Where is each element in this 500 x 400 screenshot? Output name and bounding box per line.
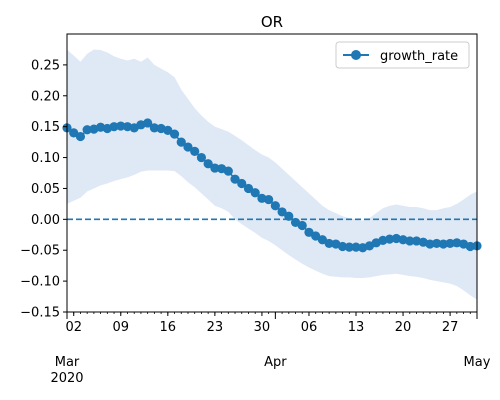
data-point — [75, 131, 86, 142]
data-point — [143, 118, 153, 128]
x-tick-label: 09 — [112, 320, 129, 335]
x-year-label: 2020 — [50, 371, 83, 386]
data-point — [190, 146, 200, 156]
x-tick-label: 02 — [65, 320, 82, 335]
data-point — [297, 220, 307, 231]
data-point — [432, 238, 442, 249]
confidence-band-layer — [67, 49, 477, 300]
y-tick-label: 0.15 — [31, 120, 60, 135]
data-point — [163, 125, 173, 135]
data-point — [425, 239, 435, 249]
y-tick-label: −0.05 — [20, 244, 60, 259]
confidence-band — [67, 49, 477, 300]
data-point — [176, 137, 186, 147]
data-point — [324, 238, 334, 249]
data-point — [116, 121, 126, 131]
x-tick-label: 06 — [301, 320, 318, 335]
data-point — [210, 163, 220, 173]
data-point — [149, 123, 159, 133]
x-tick-label: 20 — [395, 320, 412, 335]
y-tick-label: 0.25 — [31, 58, 60, 73]
data-point — [69, 128, 79, 138]
plot-frame — [66, 33, 478, 313]
x-tick-label: 16 — [160, 320, 177, 335]
data-point — [109, 122, 119, 132]
x-tick-label: 27 — [442, 320, 459, 335]
data-point — [304, 227, 314, 237]
data-point — [351, 242, 361, 252]
data-point — [183, 142, 193, 152]
data-point — [270, 201, 280, 211]
data-point — [311, 231, 321, 241]
y-tick-label: −0.10 — [20, 275, 60, 290]
legend-label: growth_rate — [380, 49, 458, 64]
x-month-label: Mar — [55, 355, 80, 370]
data-point — [230, 174, 240, 184]
data-point — [344, 242, 354, 252]
data-point — [169, 129, 180, 139]
legend-box — [335, 41, 470, 69]
data-point — [250, 188, 260, 198]
data-point — [196, 152, 207, 163]
x-month-label: Apr — [264, 355, 287, 370]
y-tick-label: 0.00 — [31, 213, 60, 228]
y-tick-label: −0.15 — [20, 306, 60, 321]
data-point — [317, 235, 328, 245]
data-point — [465, 241, 475, 252]
data-point — [264, 194, 274, 205]
data-point — [223, 166, 233, 176]
data-point — [237, 178, 247, 189]
data-point — [337, 241, 348, 252]
data-point — [438, 239, 448, 249]
data-point — [385, 234, 395, 244]
data-point — [243, 183, 254, 194]
data-point — [277, 207, 287, 217]
x-tick-label: 23 — [207, 320, 224, 335]
y-tick-label: 0.10 — [31, 151, 60, 166]
data-point — [203, 159, 213, 169]
y-tick-label: 0.05 — [31, 182, 60, 197]
x-month-label: May — [464, 355, 491, 370]
legend: growth_rate — [335, 41, 470, 69]
legend-marker-swatch — [351, 50, 361, 60]
x-tick-label: 13 — [348, 320, 365, 335]
y-tick-label: 0.20 — [31, 89, 60, 104]
data-point — [284, 211, 294, 221]
data-point — [82, 125, 92, 135]
data-point — [405, 236, 415, 246]
x-tick-label: 30 — [254, 320, 271, 335]
chart-title: OR — [261, 13, 283, 31]
data-point — [445, 238, 455, 249]
y-axis-ticks: −0.15 −0.10 −0.05 0.00 0.05 0.10 0.15 0.20 0.25 — [20, 58, 67, 321]
